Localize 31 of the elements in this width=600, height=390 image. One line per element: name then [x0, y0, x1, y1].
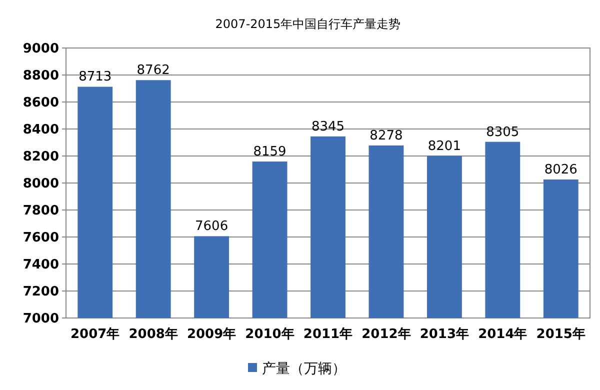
data-label: 8278	[370, 128, 403, 144]
x-tick-label: 2009年	[186, 327, 236, 342]
y-tick-label: 9000	[22, 42, 59, 57]
y-tick-label: 8200	[22, 150, 59, 165]
y-tick-label: 7000	[22, 312, 59, 327]
x-tick-label: 2008年	[128, 327, 178, 342]
x-tick-label: 2010年	[245, 327, 294, 342]
data-label: 8026	[544, 162, 578, 178]
chart-title: 2007-2015年中国自行车产量走势	[215, 17, 401, 31]
data-label: 8713	[78, 70, 112, 85]
y-tick-label: 8600	[22, 96, 59, 111]
y-tick-label: 7800	[22, 204, 59, 219]
y-tick-label: 8800	[22, 68, 59, 84]
x-tick-label: 2014年	[478, 327, 528, 342]
data-label: 8762	[136, 63, 170, 78]
y-tick-label: 8000	[22, 176, 59, 192]
y-tick-label: 7400	[22, 258, 59, 273]
y-tick-label: 7600	[22, 230, 59, 246]
data-label: 8201	[428, 138, 461, 154]
x-tick-label: 2015年	[536, 327, 586, 342]
legend-label: 产量（万辆）	[262, 360, 346, 377]
y-tick-label: 8400	[22, 122, 59, 138]
x-tick-label: 2011年	[303, 327, 353, 342]
x-tick-label: 2013年	[420, 327, 470, 342]
data-label: 8159	[253, 144, 286, 160]
data-label: 7606	[195, 219, 228, 234]
x-tick-label: 2007年	[70, 327, 120, 342]
data-label: 8345	[311, 119, 345, 134]
x-tick-label: 2012年	[362, 327, 411, 342]
y-tick-label: 7200	[22, 284, 59, 300]
data-label: 8305	[486, 124, 520, 140]
